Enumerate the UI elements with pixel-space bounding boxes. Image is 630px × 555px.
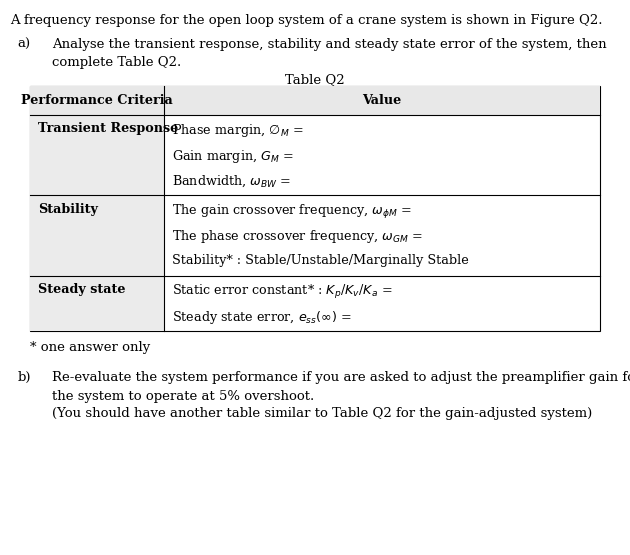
Text: Value: Value <box>362 94 401 107</box>
Text: Analyse the transient response, stability and steady state error of the system, : Analyse the transient response, stabilit… <box>52 38 606 51</box>
Bar <box>30 86 600 115</box>
Text: Static error constant* : $K_p$/$K_v$/$K_a$ =: Static error constant* : $K_p$/$K_v$/$K_… <box>171 283 392 301</box>
Text: Phase margin, $\emptyset_M$ =: Phase margin, $\emptyset_M$ = <box>171 122 303 139</box>
Text: Stability: Stability <box>38 203 98 215</box>
Bar <box>30 276 164 331</box>
Text: a): a) <box>18 38 31 51</box>
Text: A frequency response for the open loop system of a crane system is shown in Figu: A frequency response for the open loop s… <box>10 14 602 27</box>
Text: Bandwidth, $\omega_{BW}$ =: Bandwidth, $\omega_{BW}$ = <box>171 173 291 189</box>
Text: Table Q2: Table Q2 <box>285 73 345 86</box>
Text: (You should have another table similar to Table Q2 for the gain-adjusted system): (You should have another table similar t… <box>52 407 592 420</box>
Text: the system to operate at 5% overshoot.: the system to operate at 5% overshoot. <box>52 390 314 403</box>
Text: * one answer only: * one answer only <box>30 341 151 354</box>
Text: complete Table Q2.: complete Table Q2. <box>52 56 181 69</box>
Text: Steady state: Steady state <box>38 283 125 296</box>
Text: The gain crossover frequency, $\omega_{\phi M}$ =: The gain crossover frequency, $\omega_{\… <box>171 203 411 220</box>
Text: Steady state error, $e_{ss}(\infty)$ =: Steady state error, $e_{ss}(\infty)$ = <box>171 309 351 326</box>
Bar <box>30 195 164 276</box>
Bar <box>30 115 164 195</box>
Text: Gain margin, $G_M$ =: Gain margin, $G_M$ = <box>171 148 294 165</box>
Text: b): b) <box>18 371 31 384</box>
Bar <box>30 86 600 331</box>
Text: Stability* : Stable/Unstable/Marginally Stable: Stability* : Stable/Unstable/Marginally … <box>171 254 468 266</box>
Text: Transient Response: Transient Response <box>38 122 178 135</box>
Text: Re-evaluate the system performance if you are asked to adjust the preamplifier g: Re-evaluate the system performance if yo… <box>52 371 630 384</box>
Text: The phase crossover frequency, $\omega_{GM}$ =: The phase crossover frequency, $\omega_{… <box>171 228 423 245</box>
Text: Performance Criteria: Performance Criteria <box>21 94 173 107</box>
